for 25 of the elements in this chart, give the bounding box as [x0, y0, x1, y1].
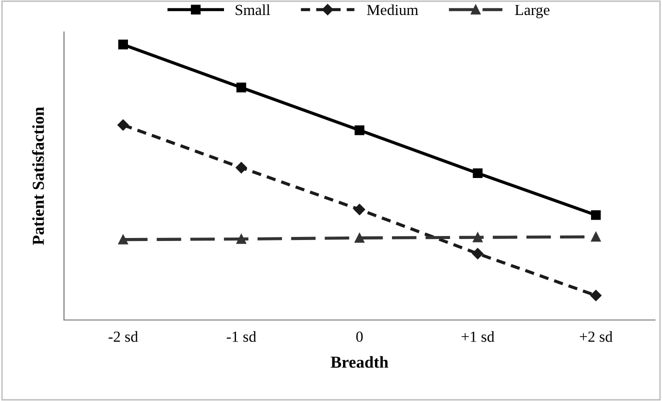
legend-label: Small: [236, 4, 270, 16]
legend-label: Medium: [367, 4, 418, 16]
y-axis-title: Patient Satisfaction: [32, 107, 44, 245]
x-tick-label: -1 sd: [226, 331, 256, 342]
point: [354, 204, 366, 216]
point: [472, 232, 483, 242]
point: [118, 234, 128, 244]
point: [118, 40, 128, 50]
point: [236, 234, 246, 244]
point: [472, 248, 484, 260]
x-axis-title: Breadth: [330, 356, 388, 368]
x-tick-label: +2 sd: [580, 331, 613, 342]
point: [590, 290, 602, 302]
legend-label: Large: [515, 4, 550, 18]
x-tick-label: +1 sd: [462, 331, 494, 342]
point: [236, 82, 246, 92]
point: [472, 168, 483, 178]
point: [354, 233, 364, 243]
point: [236, 162, 247, 174]
x-tick-label: 0: [356, 332, 363, 342]
point: [591, 232, 601, 242]
point: [117, 119, 129, 131]
point: [354, 125, 364, 136]
x-tick-label: -2 sd: [108, 331, 138, 342]
point: [591, 210, 601, 220]
